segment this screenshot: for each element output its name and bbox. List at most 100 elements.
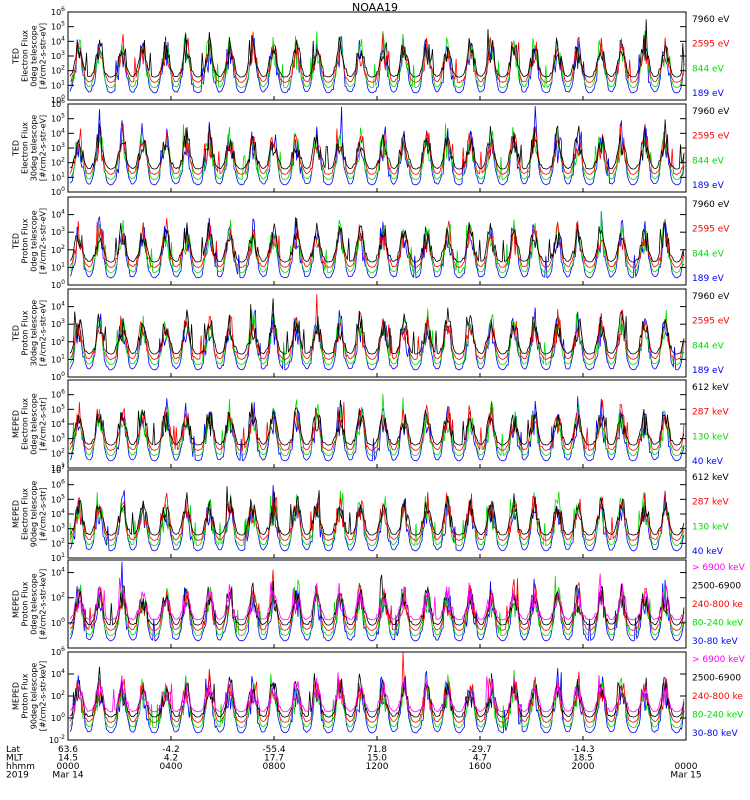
series-line-4 bbox=[69, 19, 685, 78]
legend-entry: 40 keV bbox=[692, 547, 724, 557]
ytick-label: 102 bbox=[51, 336, 65, 347]
ytick-label: 102 bbox=[51, 447, 65, 458]
legend-entry: 7960 eV bbox=[692, 292, 730, 302]
ytick-label: 107 bbox=[51, 464, 65, 475]
ytick-label: 102 bbox=[51, 157, 65, 168]
ytick-label: 100 bbox=[51, 617, 65, 628]
ytick-label: 104 bbox=[51, 418, 65, 429]
xtick-label: -29.7 bbox=[468, 745, 491, 755]
legend-entry: 844 eV bbox=[692, 341, 725, 351]
legend-entry: 2500-6900 bbox=[692, 582, 741, 592]
series-line-2 bbox=[69, 30, 685, 89]
legend-entry: 7960 eV bbox=[692, 107, 730, 117]
ytick-label: 106 bbox=[51, 389, 65, 400]
ytick-label: 105 bbox=[51, 403, 65, 414]
legend-entry: 130 keV bbox=[692, 432, 729, 442]
ytick-label: 105 bbox=[51, 113, 65, 124]
legend-entry: 189 eV bbox=[692, 89, 725, 99]
ytick-label: 104 bbox=[51, 508, 65, 519]
series-line-2 bbox=[69, 308, 685, 366]
ytick-label: 103 bbox=[51, 142, 65, 153]
xtick-label: 1600 bbox=[469, 762, 492, 772]
legend-entry: 80-240 keV bbox=[692, 711, 744, 721]
series-line-3 bbox=[70, 31, 685, 83]
ytick-label: 104 bbox=[51, 209, 65, 220]
chart-title: NOAA19 bbox=[351, 1, 399, 14]
ytick-label: 10-2 bbox=[49, 734, 65, 745]
x-row-label: MLT bbox=[6, 754, 24, 764]
ytick-label: 102 bbox=[51, 65, 65, 76]
series-line-2 bbox=[69, 212, 685, 274]
legend-entry: 7960 eV bbox=[692, 200, 730, 210]
xtick-label: 4.7 bbox=[473, 754, 487, 764]
xtick-label: 0000 bbox=[675, 762, 698, 772]
legend-entry: 612 keV bbox=[692, 473, 729, 483]
series-line-4 bbox=[69, 486, 685, 536]
ytick-label: 106 bbox=[51, 6, 65, 17]
y-axis-label: MEPEDElectron Flux0deg telescope[#/cm2-s… bbox=[12, 393, 48, 454]
legend-entry: 189 eV bbox=[692, 366, 725, 376]
series-line-2 bbox=[69, 123, 685, 181]
legend-entry: 240-800 ke bbox=[692, 600, 743, 610]
xtick-label: 18.5 bbox=[573, 754, 593, 764]
legend-entry: 189 eV bbox=[692, 181, 725, 191]
series-line-4 bbox=[69, 119, 685, 170]
ytick-label: 104 bbox=[51, 567, 65, 578]
xtick-label: 15.0 bbox=[367, 754, 387, 764]
legend-entry: 30-80 keV bbox=[692, 729, 738, 739]
ytick-label: 102 bbox=[51, 592, 65, 603]
ytick-label: 101 bbox=[51, 79, 65, 90]
series-line-4 bbox=[69, 666, 685, 718]
legend-entry: 844 eV bbox=[692, 64, 725, 74]
legend-entry: 287 keV bbox=[692, 408, 729, 418]
series-line-3 bbox=[69, 218, 685, 268]
ytick-label: 106 bbox=[51, 479, 65, 490]
legend-entry: 287 keV bbox=[692, 498, 729, 508]
legend-entry: 7960 eV bbox=[692, 15, 730, 25]
legend-entry: 189 eV bbox=[692, 274, 725, 284]
xtick-label: 1200 bbox=[366, 762, 389, 772]
series-line-5 bbox=[69, 672, 685, 713]
ytick-label: 100 bbox=[51, 94, 65, 105]
series-line-1 bbox=[69, 307, 685, 371]
xtick-label: 71.8 bbox=[367, 745, 387, 755]
panel-frame bbox=[67, 559, 687, 649]
legend-entry: > 6900 keV bbox=[692, 563, 746, 573]
legend-entry: > 6900 keV bbox=[692, 655, 746, 665]
xtick-label: -14.3 bbox=[571, 745, 594, 755]
xtick-label: Mar 15 bbox=[670, 771, 701, 781]
xtick-label: Mar 14 bbox=[52, 771, 84, 781]
legend-entry: 2595 eV bbox=[692, 317, 730, 327]
ytick-label: 102 bbox=[51, 244, 65, 255]
legend-entry: 2595 eV bbox=[692, 132, 730, 142]
xtick-label: 2000 bbox=[572, 762, 595, 772]
ytick-label: 103 bbox=[51, 226, 65, 237]
y-axis-label: TEDElectron Flux30deg telescope[#/cm2-s-… bbox=[12, 115, 48, 182]
xtick-label: 0000 bbox=[57, 762, 80, 772]
series-line-5 bbox=[69, 573, 685, 621]
ytick-label: 103 bbox=[51, 433, 65, 444]
ytick-label: 103 bbox=[51, 50, 65, 61]
xtick-label: 0400 bbox=[160, 762, 183, 772]
series-line-4 bbox=[69, 574, 685, 626]
legend-entry: 2595 eV bbox=[692, 225, 730, 235]
panel-frame bbox=[67, 651, 687, 741]
ytick-label: 104 bbox=[51, 127, 65, 138]
y-axis-label: TEDElectron Flux0deg telescope[#/cm2-s-s… bbox=[12, 23, 48, 89]
series-line-4 bbox=[69, 298, 685, 355]
x-row-label: hhmm bbox=[6, 762, 35, 772]
y-axis-label: MEPEDProton Flux90deg telescope[#/cm2-s-… bbox=[12, 661, 48, 732]
ytick-label: 100 bbox=[51, 371, 65, 382]
legend-entry: 2595 eV bbox=[692, 40, 730, 50]
ytick-label: 101 bbox=[51, 353, 65, 364]
xtick-label: 4.2 bbox=[164, 754, 178, 764]
ytick-label: 102 bbox=[51, 537, 65, 548]
xtick-label: 17.7 bbox=[264, 754, 284, 764]
